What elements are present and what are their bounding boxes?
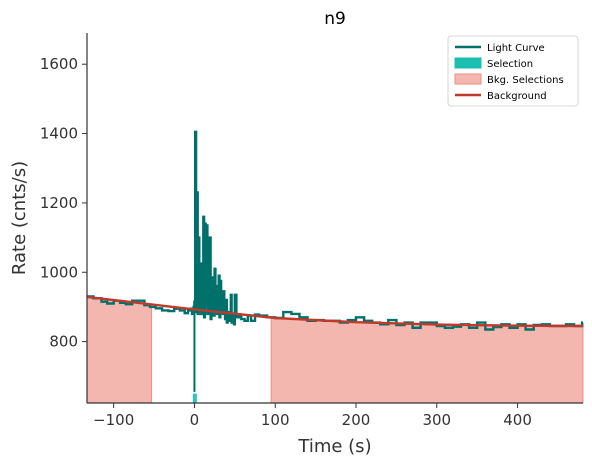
- bkg-selection-regions: [86, 296, 584, 404]
- y-tick-label: 1000: [40, 263, 78, 281]
- chart-title: n9: [324, 9, 346, 29]
- y-tick-label: 1200: [40, 194, 78, 212]
- y-axis-label: Rate (cnts/s): [9, 161, 30, 275]
- x-tick-label: 200: [342, 411, 371, 429]
- legend-swatch-patch: [454, 73, 482, 85]
- series-light-curve: [87, 130, 584, 331]
- x-tick-label: −100: [93, 411, 134, 429]
- series-background: [86, 295, 584, 328]
- x-axis-ticks: −100 0 100 200 300 400: [93, 403, 532, 429]
- x-tick-label: 100: [261, 411, 290, 429]
- legend-entry-label: Background: [487, 91, 547, 102]
- legend-swatch-patch: [454, 57, 482, 69]
- x-tick-label: 0: [190, 411, 200, 429]
- series-layer: [86, 130, 584, 392]
- y-tick-label: 1600: [40, 55, 78, 73]
- legend-frame: [447, 35, 579, 107]
- x-tick-label: 400: [503, 411, 532, 429]
- y-tick-label: 1400: [40, 125, 78, 143]
- selection-region-band: [192, 393, 197, 403]
- y-axis-ticks: 800 1000 1200 1400 1600: [40, 55, 87, 351]
- legend-entry-label: Light Curve: [487, 43, 545, 54]
- x-tick-label: 300: [422, 411, 451, 429]
- bkg-selection-region-2: [270, 317, 584, 404]
- x-axis-label: Time (s): [297, 436, 371, 457]
- legend-entry-label: Bkg. Selections: [487, 75, 564, 86]
- legend-entry-label: Selection: [487, 59, 533, 70]
- selection-region: [192, 393, 197, 403]
- legend: Light Curve Selection Bkg. Selections Backg…: [447, 35, 579, 107]
- y-tick-label: 800: [49, 333, 78, 351]
- bkg-selection-region-1: [86, 296, 153, 404]
